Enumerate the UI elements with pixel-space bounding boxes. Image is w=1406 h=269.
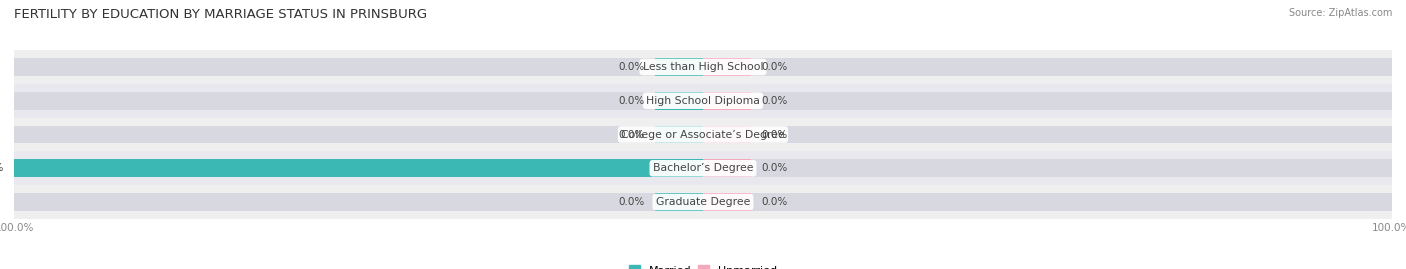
Bar <box>703 193 751 211</box>
Bar <box>14 151 1392 185</box>
Text: High School Diploma: High School Diploma <box>647 96 759 106</box>
Text: 0.0%: 0.0% <box>619 197 644 207</box>
Bar <box>14 58 1392 76</box>
Text: Source: ZipAtlas.com: Source: ZipAtlas.com <box>1288 8 1392 18</box>
Text: 0.0%: 0.0% <box>762 96 787 106</box>
Bar <box>14 126 1392 143</box>
Bar <box>703 58 751 76</box>
Bar <box>14 50 1392 84</box>
Bar <box>14 84 1392 118</box>
Bar <box>655 92 703 109</box>
Text: 100.0%: 100.0% <box>0 163 4 173</box>
Legend: Married, Unmarried: Married, Unmarried <box>624 261 782 269</box>
Text: Bachelor’s Degree: Bachelor’s Degree <box>652 163 754 173</box>
Bar <box>655 193 703 211</box>
Text: 0.0%: 0.0% <box>762 197 787 207</box>
Text: Graduate Degree: Graduate Degree <box>655 197 751 207</box>
Bar <box>14 193 1392 211</box>
Bar <box>14 160 1392 177</box>
Bar <box>14 118 1392 151</box>
Text: 0.0%: 0.0% <box>762 163 787 173</box>
Text: 0.0%: 0.0% <box>619 62 644 72</box>
Bar <box>14 185 1392 219</box>
Bar <box>703 92 751 109</box>
Text: 0.0%: 0.0% <box>762 129 787 140</box>
Text: FERTILITY BY EDUCATION BY MARRIAGE STATUS IN PRINSBURG: FERTILITY BY EDUCATION BY MARRIAGE STATU… <box>14 8 427 21</box>
Text: 0.0%: 0.0% <box>762 62 787 72</box>
Text: 0.0%: 0.0% <box>619 96 644 106</box>
Bar <box>14 92 1392 109</box>
Bar <box>703 160 751 177</box>
Text: College or Associate’s Degree: College or Associate’s Degree <box>621 129 785 140</box>
Bar <box>14 160 703 177</box>
Bar <box>655 126 703 143</box>
Text: 0.0%: 0.0% <box>619 129 644 140</box>
Text: Less than High School: Less than High School <box>643 62 763 72</box>
Bar <box>655 58 703 76</box>
Bar <box>703 126 751 143</box>
